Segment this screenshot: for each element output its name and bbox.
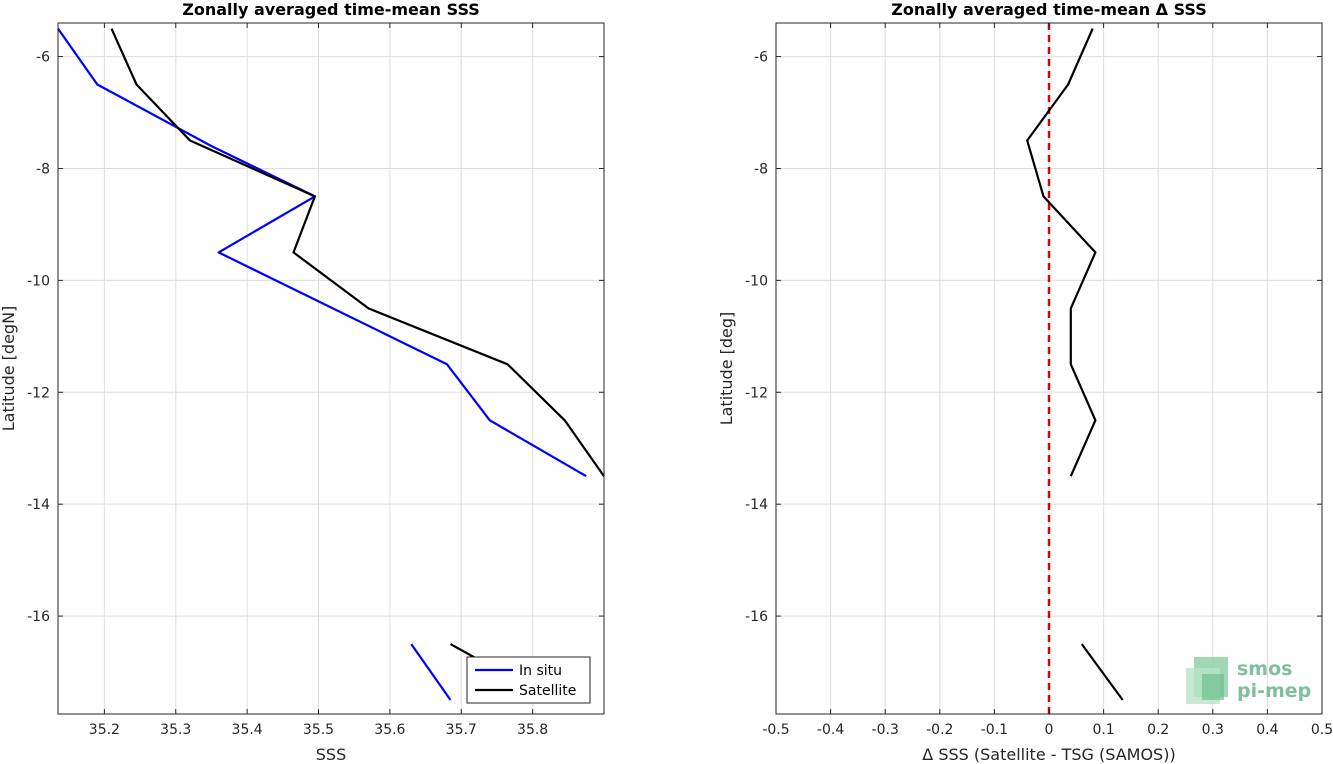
- x-tick-label: 0.3: [1202, 722, 1224, 738]
- x-axis-label: SSS: [316, 745, 346, 764]
- series-0-line-segment-1: [1080, 643, 1124, 701]
- series-0-line-segment-0: [57, 27, 587, 478]
- x-tick-label: -0.5: [762, 722, 789, 738]
- y-tick-label: -12: [27, 385, 50, 401]
- chart-title: Zonally averaged time-mean Δ SSS: [891, 0, 1207, 19]
- y-axis-label: Latitude [degN]: [0, 306, 18, 432]
- x-tick-label: 35.6: [374, 722, 405, 738]
- x-tick-label: 35.7: [446, 722, 477, 738]
- series-1-line-segment-0: [110, 28, 605, 477]
- series-1-line-segment-1: [449, 643, 477, 659]
- y-axis-label: Latitude [deg]: [717, 312, 736, 426]
- x-tick-label: 35.4: [232, 722, 263, 738]
- y-tick-label: -12: [745, 385, 768, 401]
- logo-mark: [1186, 657, 1228, 704]
- x-tick-label: 0.2: [1147, 722, 1169, 738]
- legend-entry-1: Satellite: [519, 683, 576, 699]
- logo-line-2: pi-mep: [1237, 680, 1311, 702]
- logo-line-1: smos: [1237, 658, 1292, 680]
- axes-frame: [57, 22, 605, 715]
- y-tick-label: -8: [754, 161, 768, 177]
- x-tick-label: 0.5: [1311, 722, 1333, 738]
- x-tick-label: -0.4: [817, 722, 844, 738]
- x-tick-label: 0.4: [1256, 722, 1278, 738]
- y-tick-label: -6: [36, 50, 50, 66]
- y-tick-label: -14: [27, 497, 50, 513]
- y-tick-label: -16: [745, 609, 768, 625]
- right-panel-delta-sss: -0.5 -0.4 -0.3 -0.2 -0.1 0 0.1 0.2 0.3 0.4 0.5 -6 -8…: [717, 0, 1333, 764]
- x-tick-label: -0.2: [926, 722, 953, 738]
- x-tick-label: -0.3: [872, 722, 899, 738]
- legend-entry-0: In situ: [519, 663, 562, 679]
- y-tick-label: -8: [36, 161, 50, 177]
- y-tick-label: -10: [745, 273, 768, 289]
- series-0-line-segment-0: [1026, 28, 1097, 477]
- x-axis-label: Δ SSS (Satellite - TSG (SAMOS)): [922, 745, 1175, 764]
- smos-pi-mep-logo: smos pi-mep: [1186, 657, 1311, 704]
- y-tick-label: -14: [745, 497, 768, 513]
- x-tick-label: 35.5: [303, 722, 334, 738]
- chart-title: Zonally averaged time-mean SSS: [182, 0, 480, 19]
- x-tick-label: 35.3: [160, 722, 191, 738]
- x-tick-label: 35.8: [517, 722, 548, 738]
- x-tick-label: 0: [1045, 722, 1054, 738]
- y-tick-label: -6: [754, 50, 768, 66]
- legend: In situ Satellite: [466, 656, 591, 704]
- plot-area: [58, 23, 604, 714]
- y-tick-label: -16: [27, 609, 50, 625]
- y-tick-label: -10: [27, 273, 50, 289]
- x-tick-label: -0.1: [981, 722, 1008, 738]
- series-0-line-segment-1: [410, 643, 452, 701]
- x-tick-label: 0.1: [1092, 722, 1114, 738]
- legend-box: [466, 656, 591, 704]
- x-tick-label: 35.2: [89, 722, 120, 738]
- left-panel-sss: 35.2 35.3 35.4 35.5 35.6 35.7 35.8 -6 -8 -10 -12 -1…: [0, 0, 605, 764]
